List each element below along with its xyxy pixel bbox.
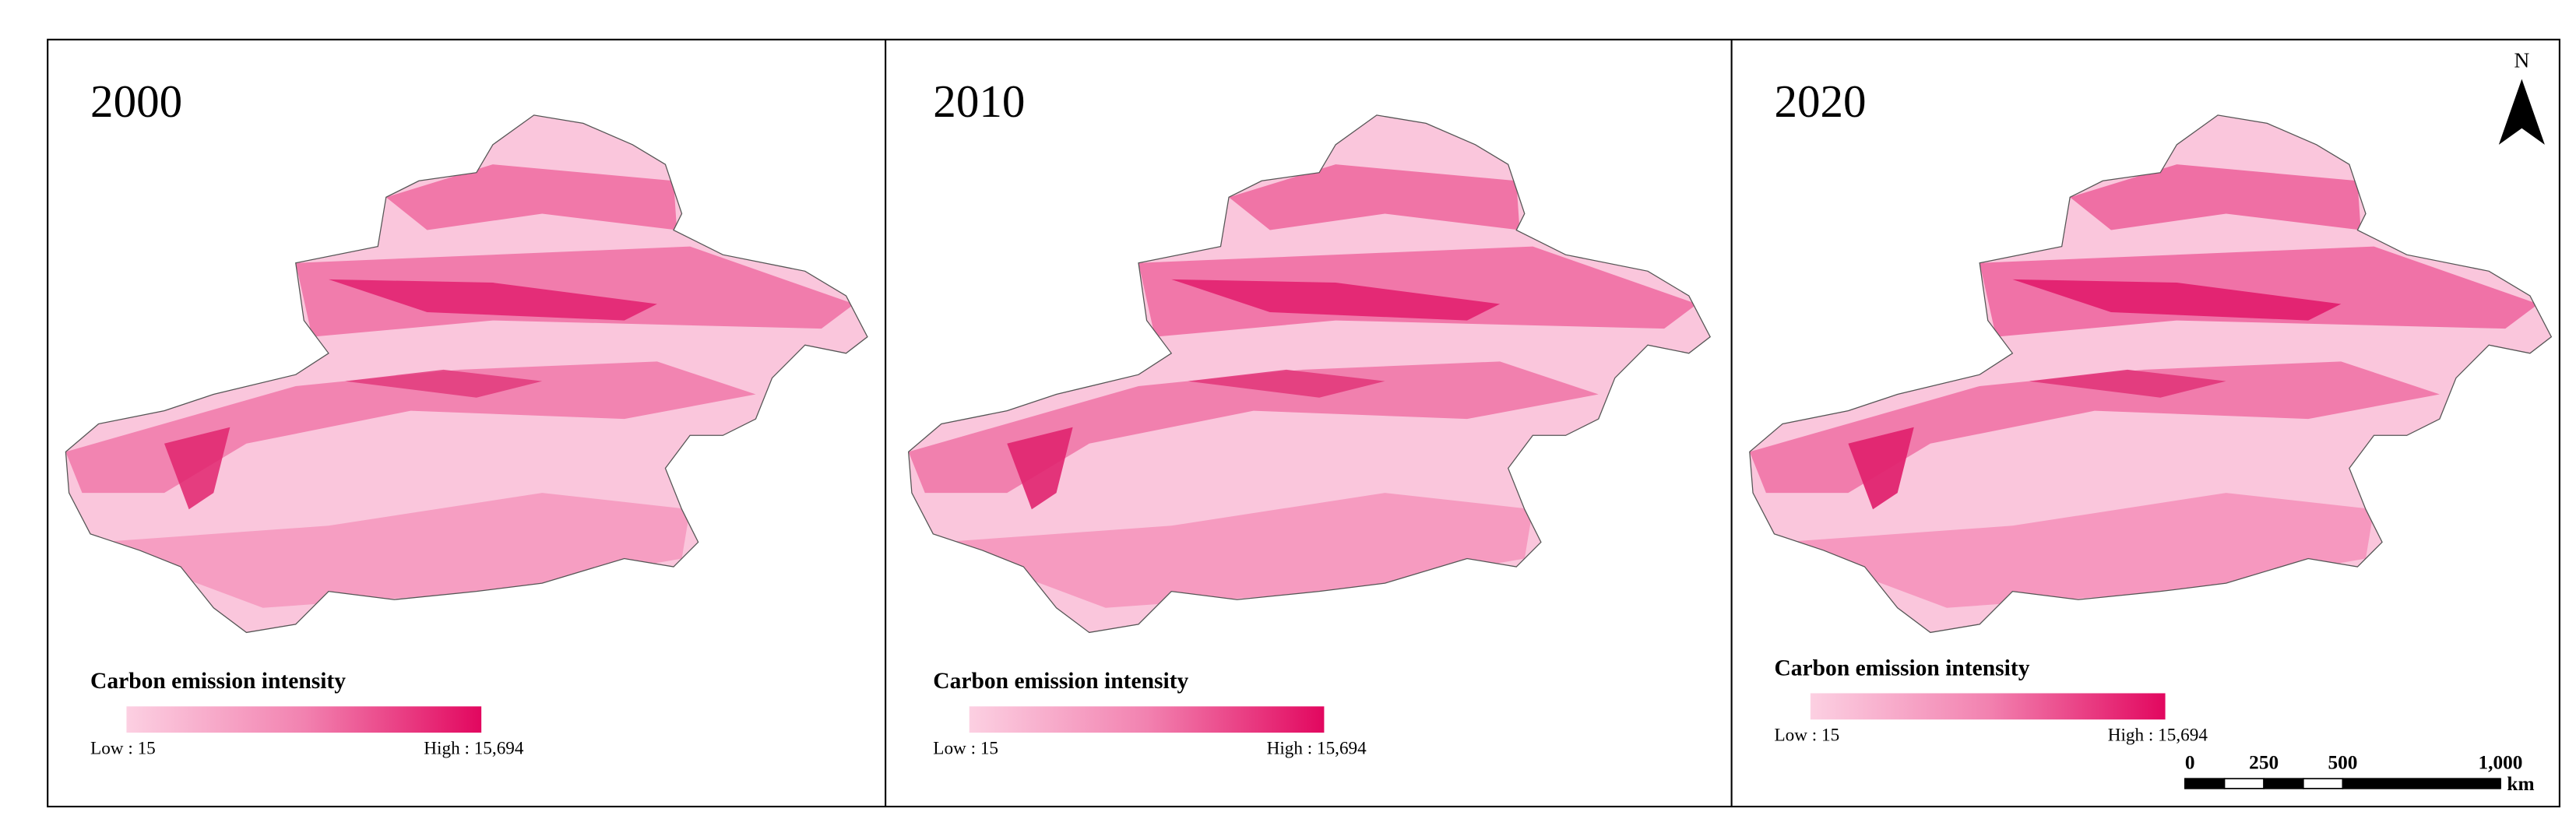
- intensity-zone: [1007, 427, 1073, 510]
- scale-label: 500: [2328, 752, 2357, 774]
- legend-title: Carbon emission intensity: [90, 669, 346, 694]
- intensity-zone: [164, 427, 231, 510]
- intensity-zone: [1980, 246, 2539, 337]
- north-label: N: [2514, 49, 2529, 72]
- intensity-zone: [908, 361, 1599, 494]
- legend-low: Low : 15: [933, 739, 998, 759]
- legend-title: Carbon emission intensity: [933, 669, 1188, 694]
- year-title: 2020: [1774, 76, 1866, 127]
- intensity-zone: [1171, 279, 1501, 321]
- scale-segment: [2263, 778, 2304, 789]
- intensity-zone: [65, 361, 756, 494]
- region-map: [1749, 114, 2552, 633]
- region-outline: [908, 114, 1711, 634]
- intensity-zone: [941, 493, 1533, 608]
- frame: [47, 38, 2560, 808]
- intensity-zone: [385, 164, 677, 230]
- legend-high: High : 15,694: [424, 739, 524, 759]
- intensity-zone: [1188, 369, 1385, 398]
- intensity-zone: [2070, 164, 2361, 230]
- scale-segment: [2342, 778, 2501, 789]
- map-panel: 2020 Carbon emission intensity Low : 15 Hig…: [1749, 76, 2553, 746]
- scale-label: 1,000: [2478, 752, 2522, 774]
- scale-segment: [2302, 778, 2344, 789]
- region-outline: [65, 114, 868, 634]
- north-arrow: N: [2498, 49, 2545, 145]
- scale-label: 0: [2185, 752, 2195, 774]
- region-outline: [1749, 114, 2553, 634]
- intensity-zone: [1749, 361, 2440, 494]
- intensity-zone: [345, 369, 543, 398]
- legend-gradient: [1810, 693, 2166, 720]
- intensity-zone: [1138, 246, 1698, 337]
- intensity-zone: [1782, 493, 2374, 608]
- legend-low: Low : 15: [90, 739, 156, 759]
- intensity-zone: [2012, 279, 2342, 321]
- year-title: 2000: [90, 76, 182, 127]
- intensity-zone: [328, 279, 657, 321]
- scale-segment: [2223, 778, 2265, 789]
- year-title: 2010: [933, 76, 1025, 127]
- legend-high: High : 15,694: [1267, 739, 1367, 759]
- scale-segment: [2184, 778, 2226, 789]
- region-map: [65, 114, 867, 633]
- intensity-zone: [1229, 164, 1520, 230]
- legend-low: Low : 15: [1774, 726, 1839, 746]
- legend-high: High : 15,694: [2108, 726, 2208, 746]
- arrow: [2498, 79, 2545, 145]
- intensity-zone: [1848, 427, 1914, 510]
- intensity-zone: [2029, 369, 2226, 398]
- scale-unit: km: [2507, 773, 2534, 795]
- map-panel: 2010 Carbon emission intensity Low : 15 Hig…: [908, 76, 1711, 759]
- map-panel: 2000 Carbon emission intensity Low : 15 Hig…: [65, 76, 868, 759]
- legend-gradient: [969, 706, 1325, 733]
- legend-title: Carbon emission intensity: [1774, 656, 2029, 680]
- intensity-zone: [98, 493, 691, 608]
- region-map: [908, 114, 1711, 633]
- scale-label: 250: [2249, 752, 2279, 774]
- intensity-zone: [295, 246, 855, 337]
- legend-gradient: [126, 706, 482, 733]
